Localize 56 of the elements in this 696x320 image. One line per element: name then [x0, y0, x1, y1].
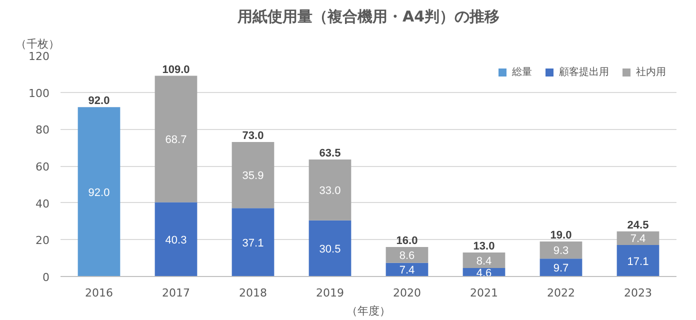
total-label: 63.5 — [319, 148, 341, 160]
legend-label: 社内用 — [636, 66, 666, 79]
total-label: 16.0 — [396, 235, 418, 248]
bar — [616, 231, 660, 246]
data-label: 9.3 — [553, 245, 569, 258]
bar — [308, 220, 352, 276]
data-label: 17.1 — [627, 256, 649, 268]
x-tick-label: 2022 — [547, 286, 576, 300]
total-label: 24.5 — [627, 219, 649, 232]
bar — [232, 208, 274, 276]
data-label: 8.6 — [399, 250, 415, 262]
y-axis-title: （千枚） — [16, 38, 60, 50]
total-label: 92.0 — [88, 95, 110, 108]
bar — [154, 202, 198, 276]
total-label: 109.0 — [162, 64, 190, 76]
total-label: 73.0 — [242, 130, 264, 142]
x-tick-label: 2020 — [393, 286, 422, 300]
data-label: 7.4 — [399, 264, 415, 277]
data-label: 40.3 — [165, 234, 187, 246]
x-tick-label: 2016 — [85, 286, 114, 300]
bar — [154, 76, 198, 202]
bar — [308, 160, 352, 220]
x-tick-label: 2021 — [470, 286, 498, 300]
y-tick-label: 100 — [28, 86, 50, 100]
data-label: 30.5 — [319, 243, 341, 256]
x-tick-label: 2023 — [624, 286, 652, 300]
total-label: 19.0 — [550, 230, 572, 242]
data-label: 37.1 — [242, 237, 264, 250]
x-tick-label: 2019 — [316, 286, 344, 300]
total-label: 13.0 — [473, 240, 495, 253]
legend-label: 顧客提出用 — [559, 66, 609, 79]
bar — [462, 252, 506, 268]
data-label: 92.0 — [88, 186, 110, 199]
y-tick-label: 0 — [42, 271, 50, 284]
data-label: 8.4 — [476, 255, 492, 268]
bar — [78, 107, 120, 276]
bar — [232, 142, 274, 208]
bar — [386, 247, 428, 263]
data-label: 7.4 — [630, 233, 646, 246]
legend-label: 総量 — [512, 66, 532, 79]
y-tick-label: 40 — [36, 197, 50, 210]
x-axis-title: （年度） — [346, 304, 390, 318]
chart-title: 用紙使用量（複合機用・A4判）の推移 — [236, 8, 500, 26]
bar — [616, 245, 660, 276]
data-label: 35.9 — [242, 170, 264, 182]
y-tick-label: 20 — [36, 234, 50, 248]
bar — [540, 242, 582, 259]
x-tick-label: 2017 — [162, 286, 190, 300]
y-tick-label: 60 — [36, 160, 50, 174]
data-label: 33.0 — [319, 184, 341, 197]
x-tick-label: 2018 — [239, 286, 268, 300]
data-label: 68.7 — [165, 134, 187, 146]
bar — [540, 258, 582, 276]
y-tick-label: 120 — [28, 50, 50, 63]
data-label: 9.7 — [553, 262, 569, 275]
y-tick-label: 80 — [36, 124, 50, 137]
